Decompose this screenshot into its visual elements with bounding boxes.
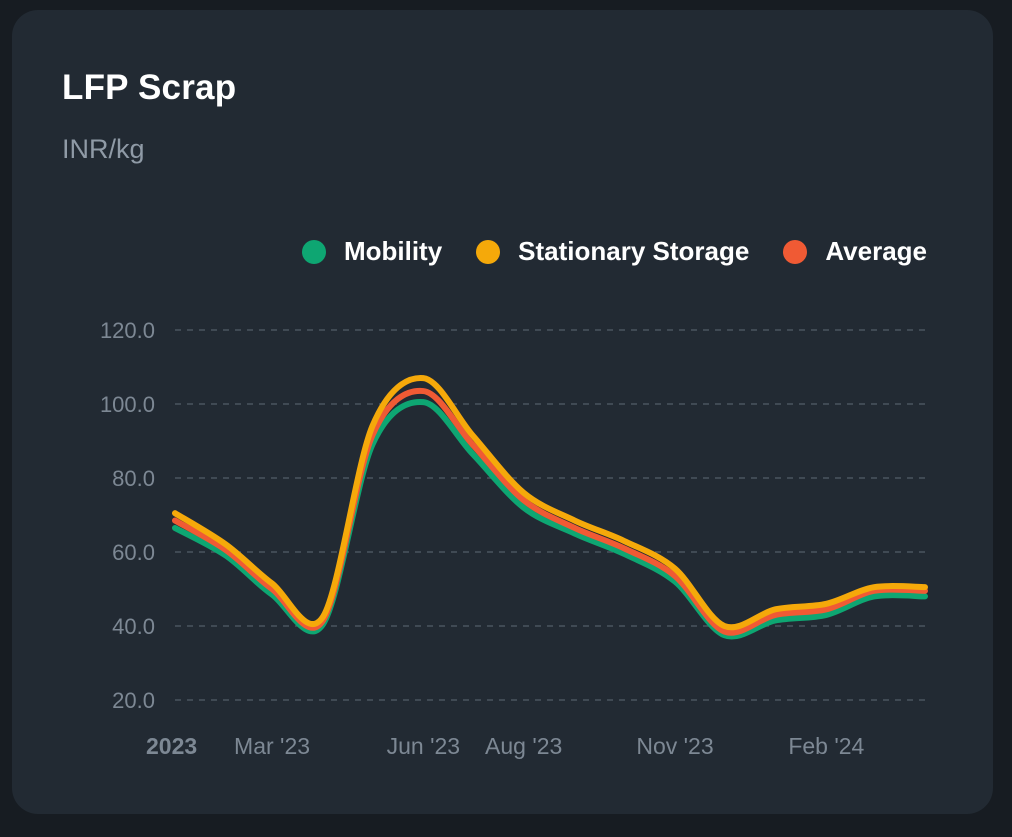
legend-label-mobility: Mobility: [343, 236, 443, 266]
legend-label-stationary-storage: Stationary Storage: [518, 236, 750, 266]
legend-swatch-average: [783, 239, 808, 264]
line-chart-plot: 20.0 40.0 60.0 80.0 100.0 120.0 2023 Mar '23 Jun…: [100, 318, 928, 759]
x-tick-label: Jun '23: [387, 733, 460, 759]
legend-item-mobility[interactable]: Mobility: [301, 236, 443, 267]
y-tick-label: 120.0: [100, 318, 155, 343]
y-tick-label: 20.0: [112, 688, 155, 713]
x-tick-label: Aug '23: [485, 733, 562, 759]
series-line-average: [172, 387, 928, 636]
legend-swatch-stationary-storage: [476, 239, 501, 264]
y-tick-label: 40.0: [112, 614, 155, 639]
chart-legend: Mobility Stationary Storage Average: [301, 236, 927, 267]
series-line-mobility: [172, 399, 928, 640]
chart-title: LFP Scrap: [62, 68, 237, 107]
chart-unit-subtitle: INR/kg: [62, 134, 145, 164]
x-tick-label: Nov '23: [636, 733, 713, 759]
y-tick-label: 100.0: [100, 392, 155, 417]
legend-label-average: Average: [825, 236, 927, 266]
x-tick-label: 2023: [146, 733, 197, 759]
legend-item-average[interactable]: Average: [783, 236, 927, 267]
series-line-stationary-storage: [172, 375, 928, 631]
legend-swatch-mobility: [301, 239, 326, 264]
legend-item-stationary-storage[interactable]: Stationary Storage: [476, 236, 749, 267]
x-tick-label: Mar '23: [234, 733, 310, 759]
y-tick-label: 80.0: [112, 466, 155, 491]
x-tick-label: Feb '24: [788, 733, 864, 759]
y-tick-label: 60.0: [112, 540, 155, 565]
chart-card: LFP Scrap INR/kg Mobility Stationary Sto…: [12, 10, 993, 814]
